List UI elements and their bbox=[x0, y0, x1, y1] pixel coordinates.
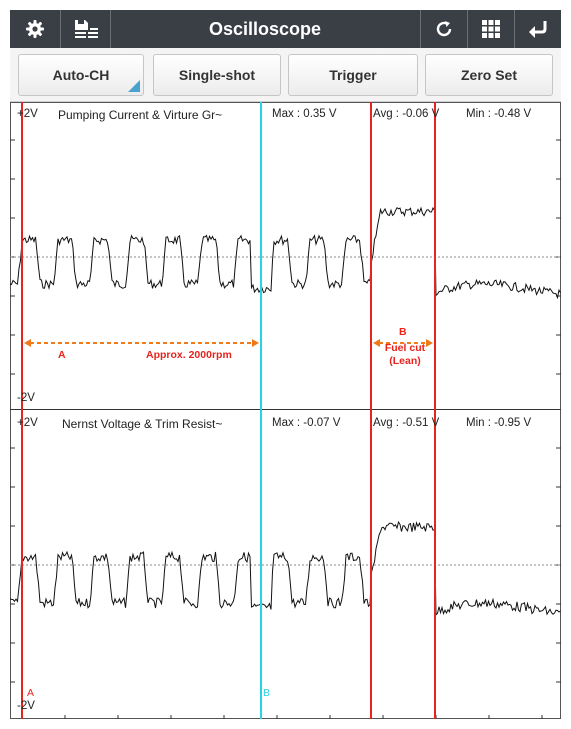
ch1-min: Min : -0.48 V bbox=[466, 108, 532, 120]
ch2-top-scale: +2V bbox=[17, 417, 38, 429]
annotation-a-text: Approx. 2000rpm bbox=[146, 349, 232, 361]
zero-set-button[interactable]: Zero Set bbox=[425, 54, 553, 96]
ch1-max: Max : 0.35 V bbox=[272, 108, 337, 120]
ch2-bottom-scale: -2V bbox=[17, 700, 35, 712]
ch2-avg: Avg : -0.51 V bbox=[373, 417, 440, 429]
single-shot-button[interactable]: Single-shot bbox=[153, 54, 281, 96]
span-b-arrow-head-right bbox=[426, 339, 433, 347]
ch1-waveform bbox=[10, 206, 561, 300]
scope-traces bbox=[10, 206, 561, 617]
gear-icon bbox=[26, 20, 44, 38]
scope-canvas[interactable] bbox=[10, 102, 561, 719]
settings-button[interactable] bbox=[10, 10, 60, 48]
annotation-b-text: Fuel cut (Lean) bbox=[382, 342, 428, 368]
span-a-arrow-head-right bbox=[252, 339, 259, 347]
annotation-a-label: A bbox=[58, 349, 66, 361]
ch1-top-scale: +2V bbox=[17, 108, 38, 120]
span-b-arrow-head-left bbox=[373, 339, 380, 347]
scope-frame bbox=[10, 102, 561, 719]
grid-icon bbox=[482, 20, 500, 38]
ch1-bottom-scale: -2V bbox=[17, 392, 35, 404]
app-title: Oscilloscope bbox=[208, 19, 322, 39]
refresh-button[interactable] bbox=[421, 10, 467, 48]
cursor-b-label: B bbox=[263, 687, 271, 699]
auto-ch-button[interactable]: Auto-CH bbox=[18, 54, 144, 96]
back-button[interactable] bbox=[515, 10, 561, 48]
refresh-icon bbox=[436, 21, 452, 37]
annotation-b-label: B bbox=[399, 326, 407, 338]
scope-display[interactable]: +2V Pumping Current & Virture Gr~ Max : … bbox=[10, 102, 561, 719]
annotation-arrows bbox=[24, 339, 433, 347]
span-a-arrow-head-left bbox=[24, 339, 31, 347]
ch2-max: Max : -0.07 V bbox=[272, 417, 341, 429]
save-list-icon bbox=[74, 20, 98, 38]
toolbar: Auto-CH Single-shot Trigger Zero Set bbox=[10, 48, 561, 102]
cursor-a-label: A bbox=[27, 687, 35, 699]
grid-button[interactable] bbox=[468, 10, 514, 48]
ch1-name[interactable]: Pumping Current & Virture Gr~ bbox=[58, 108, 223, 122]
save-button[interactable] bbox=[61, 10, 110, 48]
annotation-b-line2: (Lean) bbox=[389, 355, 421, 367]
trigger-button[interactable]: Trigger bbox=[288, 54, 418, 96]
dropdown-corner-icon bbox=[128, 80, 140, 92]
ch1-avg: Avg : -0.06 V bbox=[373, 108, 440, 120]
annotation-b-line1: Fuel cut bbox=[384, 342, 426, 354]
ch2-waveform bbox=[10, 520, 561, 617]
trigger-label: Trigger bbox=[329, 67, 377, 83]
zero-set-label: Zero Set bbox=[460, 67, 517, 83]
auto-ch-label: Auto-CH bbox=[52, 67, 110, 83]
scope-grid bbox=[10, 102, 561, 719]
ch2-min: Min : -0.95 V bbox=[466, 417, 532, 429]
cursor-lines[interactable] bbox=[21, 102, 436, 719]
title-bar: Oscilloscope bbox=[10, 10, 561, 48]
back-icon bbox=[529, 21, 547, 38]
ch2-name[interactable]: Nernst Voltage & Trim Resist~ bbox=[62, 417, 223, 431]
single-shot-label: Single-shot bbox=[178, 67, 256, 83]
